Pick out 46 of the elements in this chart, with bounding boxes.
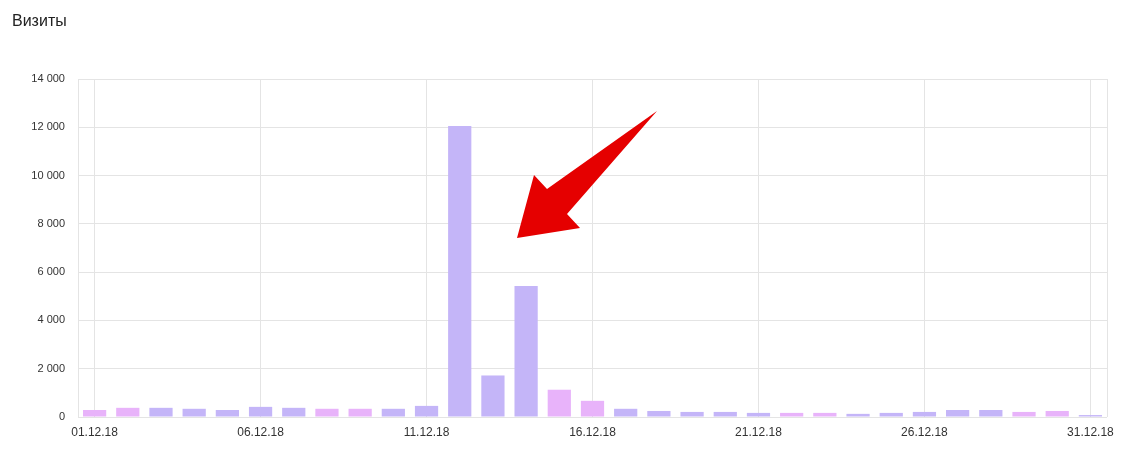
y-tick-label: 14 000	[31, 72, 65, 85]
bar	[1012, 411, 1036, 417]
bar	[547, 389, 571, 417]
y-tick-label: 0	[58, 410, 65, 423]
bar	[448, 126, 472, 417]
bar	[381, 408, 405, 417]
bar	[182, 408, 206, 417]
bar	[248, 406, 273, 417]
y-tick-label: 4 000	[37, 313, 65, 326]
x-tick-label: 21.12.18	[735, 424, 783, 439]
bar	[580, 400, 605, 417]
bar	[215, 410, 239, 417]
y-tick-label: 2 000	[37, 361, 65, 374]
bar	[647, 410, 671, 417]
bar	[946, 410, 970, 417]
y-tick-label: 12 000	[31, 120, 65, 133]
x-tick-label: 06.12.18	[237, 424, 285, 439]
bar	[1045, 410, 1069, 417]
bar	[746, 412, 771, 417]
bar	[414, 405, 439, 417]
x-tick-label: 16.12.18	[569, 424, 617, 439]
bar	[680, 411, 704, 417]
y-tick-label: 8 000	[37, 216, 65, 229]
chart-title: Визиты	[12, 12, 67, 30]
bar	[846, 413, 870, 417]
x-tick-label: 26.12.18	[901, 424, 949, 439]
bar	[912, 411, 937, 417]
x-tick-label: 11.12.18	[403, 424, 450, 439]
x-tick-label: 31.12.18	[1067, 424, 1115, 439]
bar	[315, 408, 339, 417]
bar	[149, 407, 173, 417]
bar	[713, 411, 737, 417]
bar	[481, 375, 505, 417]
bar	[282, 407, 306, 417]
bar	[614, 408, 638, 417]
bar	[979, 410, 1003, 417]
bar	[879, 412, 903, 417]
bar	[82, 410, 107, 417]
bar	[780, 412, 804, 417]
y-tick-label: 6 000	[37, 265, 65, 278]
bar	[348, 408, 372, 417]
bar	[813, 412, 837, 417]
x-tick-label: 01.12.18	[71, 424, 119, 439]
bar	[514, 285, 538, 417]
bar	[116, 407, 140, 417]
y-tick-label: 10 000	[31, 168, 65, 181]
